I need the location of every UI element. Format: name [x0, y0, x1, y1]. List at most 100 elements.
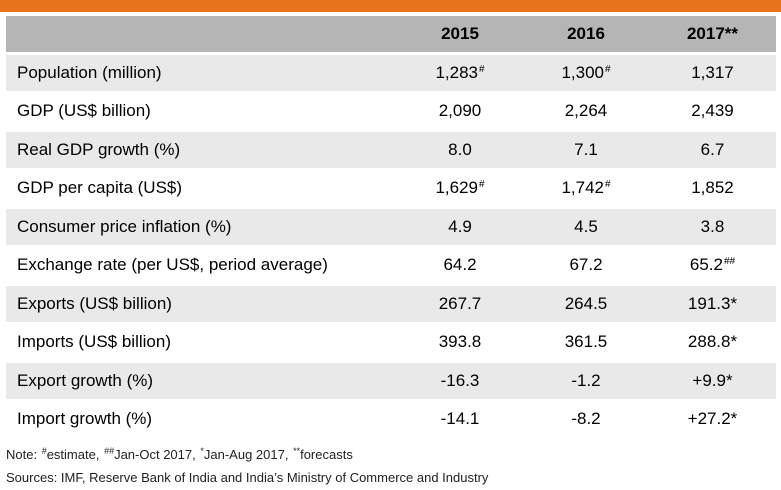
value-cell-2016: 4.5 — [523, 217, 649, 237]
cell-footnote-mark: # — [478, 63, 485, 75]
cell-value: 8.0 — [448, 139, 472, 159]
value-cell-2017: +27.2* — [649, 409, 776, 429]
cell-value: +9.9* — [692, 370, 733, 390]
cell-value: 191.3* — [687, 293, 738, 313]
row-label: Import growth (%) — [17, 409, 153, 428]
value-cell-2016: 264.5 — [523, 294, 649, 314]
note-jan-oct: Jan-Oct 2017, — [114, 447, 200, 462]
row-label: Consumer price inflation (%) — [17, 216, 232, 236]
table-row: Real GDP growth (%) 8.0 7.1 6.7 — [6, 131, 776, 168]
value-cell-2015: 2,090 — [397, 101, 523, 121]
cell-value: -14.1 — [440, 409, 480, 428]
cell-value: 2,439 — [691, 101, 734, 120]
value-cell-2016: 361.5 — [523, 332, 649, 352]
note-forecasts: forecasts — [300, 447, 353, 462]
cell-footnote-mark: # — [604, 63, 611, 75]
value-cell-2017: 3.8 — [649, 217, 776, 237]
sources-line: Sources: IMF, Reserve Bank of India and … — [6, 470, 489, 485]
cell-footnote-mark: # — [478, 179, 485, 190]
value-cell-2015: 8.0 — [397, 140, 523, 160]
value-cell-2017: 1,317 — [649, 63, 776, 83]
value-cell-2017: 6.7 — [649, 140, 776, 160]
note-mark-jan-aug: * — [200, 446, 204, 456]
value-cell-2017: 1,852 — [649, 178, 776, 198]
cell-value: 1,317 — [691, 62, 734, 82]
table-row: Import growth (%) -14.1 -8.2 +27.2* — [6, 401, 776, 437]
note-jan-aug: Jan-Aug 2017, — [203, 447, 293, 462]
table-row: Exchange rate (per US$, period average) 6… — [6, 247, 776, 283]
value-cell-2016: 67.2 — [523, 255, 649, 275]
value-cell-2017: 65.2## — [649, 255, 776, 275]
value-cell-2015: 4.9 — [397, 217, 523, 237]
table-row: Export growth (%) -16.3 -1.2 +9.9* — [6, 362, 776, 399]
table-row: GDP (US$ billion) 2,090 2,264 2,439 — [6, 93, 776, 129]
cell-value: 1,629 — [435, 178, 478, 197]
cell-value: -16.3 — [440, 370, 480, 390]
row-label: GDP (US$ billion) — [17, 101, 151, 120]
table-header-row: 2015 2016 2017** — [6, 16, 776, 52]
value-cell-2015: 267.7 — [397, 294, 523, 314]
economic-indicators-table: 2015 2016 2017** Population (million) 1,2… — [6, 16, 776, 440]
value-cell-2015: -14.1 — [397, 409, 523, 429]
cell-value: +27.2* — [687, 409, 738, 428]
row-label: Population (million) — [17, 62, 162, 82]
cell-value: 393.8 — [438, 332, 482, 351]
cell-value: 4.9 — [448, 216, 472, 236]
table-body: Population (million) 1,283# 1,300# 1,317 GDP… — [6, 54, 776, 437]
value-cell-2017: 191.3* — [649, 294, 776, 314]
header-year-2015: 2015 — [441, 24, 479, 43]
cell-footnote-mark: ## — [723, 256, 736, 267]
value-cell-2015: 1,629# — [397, 178, 523, 198]
value-cell-2016: 2,264 — [523, 101, 649, 121]
note-mark-jan-oct: ## — [104, 446, 115, 456]
cell-value: 1,742 — [561, 178, 604, 197]
value-cell-2015: 64.2 — [397, 255, 523, 275]
cell-value: 67.2 — [569, 255, 603, 274]
row-label: Imports (US$ billion) — [17, 332, 171, 351]
value-cell-2015: -16.3 — [397, 371, 523, 391]
cell-value: 361.5 — [564, 332, 608, 351]
value-cell-2017: +9.9* — [649, 371, 776, 391]
value-cell-2015: 393.8 — [397, 332, 523, 352]
row-label: Real GDP growth (%) — [17, 139, 181, 159]
cell-value: -1.2 — [571, 370, 601, 390]
note-mark-forecasts: ** — [293, 446, 301, 456]
header-year-2017: 2017** — [686, 24, 739, 43]
table-row: Consumer price inflation (%) 4.9 4.5 3.8 — [6, 208, 776, 245]
cell-value: 288.8* — [687, 332, 738, 351]
cell-value: 4.5 — [574, 216, 598, 236]
accent-bar — [0, 0, 781, 12]
table-row: Population (million) 1,283# 1,300# 1,317 — [6, 54, 776, 91]
cell-value: 2,264 — [564, 101, 608, 120]
cell-value: 7.1 — [574, 139, 598, 159]
cell-value: -8.2 — [571, 409, 601, 428]
note-prefix: Note: — [6, 447, 41, 462]
table-row: Exports (US$ billion) 267.7 264.5 191.3* — [6, 285, 776, 322]
footnote-legend: Note: #estimate, ##Jan-Oct 2017, *Jan-Au… — [6, 446, 353, 462]
cell-value: 1,852 — [691, 178, 734, 197]
cell-value: 3.8 — [700, 216, 725, 236]
table-row: GDP per capita (US$) 1,629# 1,742# 1,852 — [6, 170, 776, 206]
row-label: Exports (US$ billion) — [17, 293, 172, 313]
value-cell-2016: 7.1 — [523, 140, 649, 160]
cell-value: 65.2 — [689, 255, 723, 274]
cell-value: 1,283 — [435, 62, 478, 82]
value-cell-2016: 1,742# — [523, 178, 649, 198]
cell-value: 2,090 — [438, 101, 482, 120]
row-label: Exchange rate (per US$, period average) — [17, 255, 328, 274]
cell-footnote-mark: # — [604, 179, 611, 190]
value-cell-2015: 1,283# — [397, 63, 523, 83]
value-cell-2016: -8.2 — [523, 409, 649, 429]
row-label: GDP per capita (US$) — [17, 178, 183, 197]
cell-value: 267.7 — [438, 293, 482, 313]
value-cell-2017: 2,439 — [649, 101, 776, 121]
row-label: Export growth (%) — [17, 370, 154, 390]
note-mark-estimate: # — [41, 446, 47, 456]
cell-value: 64.2 — [443, 255, 477, 274]
cell-value: 1,300 — [561, 62, 604, 82]
table-row: Imports (US$ billion) 393.8 361.5 288.8* — [6, 324, 776, 360]
cell-value: 264.5 — [564, 293, 608, 313]
header-year-2016: 2016 — [567, 24, 605, 43]
value-cell-2016: 1,300# — [523, 63, 649, 83]
note-estimate: estimate, — [46, 447, 104, 462]
